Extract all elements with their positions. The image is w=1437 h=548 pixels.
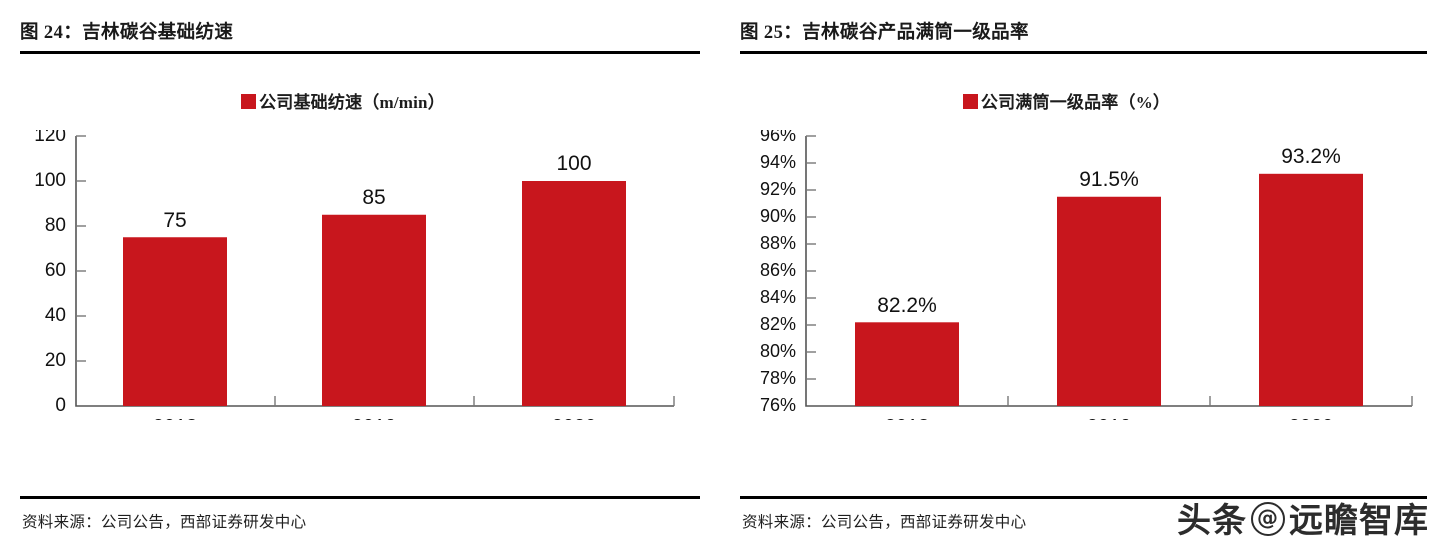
y-tick-label: 80 bbox=[45, 215, 66, 236]
y-tick-label: 78% bbox=[760, 368, 796, 388]
figure-title-divider-24 bbox=[20, 51, 700, 54]
x-tick-label: 2020 bbox=[552, 416, 597, 420]
bar-value-label: 75 bbox=[163, 209, 186, 232]
y-tick-label: 76% bbox=[760, 395, 796, 415]
y-tick-label: 120 bbox=[34, 130, 66, 146]
bar-chart-24: 0 20 40 60 80 100 120 bbox=[20, 130, 700, 420]
x-tick-label: 2019 bbox=[352, 416, 397, 420]
y-tick-label: 84% bbox=[760, 287, 796, 307]
legend-label-25: 公司满筒一级品率（%） bbox=[980, 93, 1171, 112]
figure-title-24: 图 24：吉林碳谷基础纺速 bbox=[20, 23, 234, 43]
bar-value-label: 82.2% bbox=[877, 294, 937, 317]
figure-source-25: 资料来源：公司公告，西部证券研发中心 bbox=[742, 514, 1027, 531]
figure-panel-24: 图 24：吉林碳谷基础纺速 公司基础纺速（m/min） 0 20 40 60 8… bbox=[0, 23, 722, 531]
bar-series-24 bbox=[123, 181, 626, 406]
legend-swatch-icon bbox=[962, 94, 978, 109]
y-tick-label: 100 bbox=[34, 170, 66, 191]
y-tick-label: 96% bbox=[760, 130, 796, 145]
x-tick-label: 2019 bbox=[1087, 416, 1132, 420]
figure-panel-25: 图 25：吉林碳谷产品满筒一级品率 公司满筒一级品率（%） 76% 78% 80… bbox=[722, 0, 1437, 548]
at-sign-icon: @ bbox=[1251, 501, 1285, 536]
y-tick-label: 82% bbox=[760, 314, 796, 334]
chart-axes-25 bbox=[805, 135, 1413, 407]
bar-value-labels-24: 75 85 100 bbox=[163, 152, 591, 232]
chart-legend-25: 公司满筒一级品率（%） bbox=[722, 88, 1437, 113]
legend-label-24: 公司基础纺速（m/min） bbox=[259, 93, 445, 112]
x-tick-label: 2018 bbox=[153, 416, 198, 420]
y-tick-label: 20 bbox=[45, 350, 66, 371]
y-tick-label: 88% bbox=[760, 233, 796, 253]
y-tick-label: 92% bbox=[760, 179, 796, 199]
figure-source-divider-24 bbox=[20, 496, 700, 499]
bar-2018 bbox=[123, 237, 227, 406]
chart-legend-24: 公司基础纺速（m/min） bbox=[0, 88, 722, 113]
bar-value-label: 85 bbox=[362, 186, 385, 209]
y-axis-ticks-25: 76% 78% 80% 82% 84% 86% 88% 90% 92% 94% … bbox=[760, 130, 796, 415]
figure-source-divider-25 bbox=[740, 496, 1427, 499]
x-axis-labels-25: 2018 2019 2020 bbox=[885, 416, 1334, 420]
figure-title-divider-25 bbox=[740, 51, 1427, 54]
y-tick-label: 60 bbox=[45, 260, 66, 281]
bar-2020 bbox=[522, 181, 626, 406]
bar-value-label: 93.2% bbox=[1281, 145, 1341, 168]
bar-2019 bbox=[322, 214, 426, 406]
watermark: 头条 @ 远瞻智库 bbox=[1177, 493, 1429, 542]
y-tick-label: 80% bbox=[760, 341, 796, 361]
watermark-brand: 头条 bbox=[1177, 501, 1247, 541]
figure-title-25: 图 25：吉林碳谷产品满筒一级品率 bbox=[740, 23, 1029, 43]
bar-2019 bbox=[1057, 196, 1161, 406]
chart-axes-24 bbox=[75, 135, 675, 407]
x-tick-label: 2018 bbox=[885, 416, 930, 420]
figure-source-24: 资料来源：公司公告，西部证券研发中心 bbox=[22, 514, 307, 531]
y-tick-label: 90% bbox=[760, 206, 796, 226]
bar-chart-svg-24: 0 20 40 60 80 100 120 bbox=[34, 130, 675, 420]
bar-chart-svg-25: 76% 78% 80% 82% 84% 86% 88% 90% 92% 94% … bbox=[760, 130, 1413, 420]
bar-value-labels-25: 82.2% 91.5% 93.2% bbox=[877, 145, 1341, 317]
bar-value-label: 91.5% bbox=[1079, 168, 1139, 191]
bar-chart-25: 76% 78% 80% 82% 84% 86% 88% 90% 92% 94% … bbox=[740, 130, 1427, 420]
bar-series-25 bbox=[855, 173, 1363, 406]
bar-2020 bbox=[1259, 173, 1363, 406]
y-tick-label: 94% bbox=[760, 152, 796, 172]
bar-value-label: 100 bbox=[556, 152, 591, 175]
y-axis-ticks-24: 0 20 40 60 80 100 120 bbox=[34, 130, 66, 416]
x-tick-label: 2020 bbox=[1289, 416, 1334, 420]
y-tick-label: 0 bbox=[55, 395, 66, 416]
x-axis-labels-24: 2018 2019 2020 bbox=[153, 416, 597, 420]
legend-swatch-icon bbox=[241, 94, 257, 109]
bar-2018 bbox=[855, 322, 959, 406]
y-tick-label: 86% bbox=[760, 260, 796, 280]
watermark-account: 远瞻智库 bbox=[1289, 501, 1429, 541]
y-tick-label: 40 bbox=[45, 305, 66, 326]
